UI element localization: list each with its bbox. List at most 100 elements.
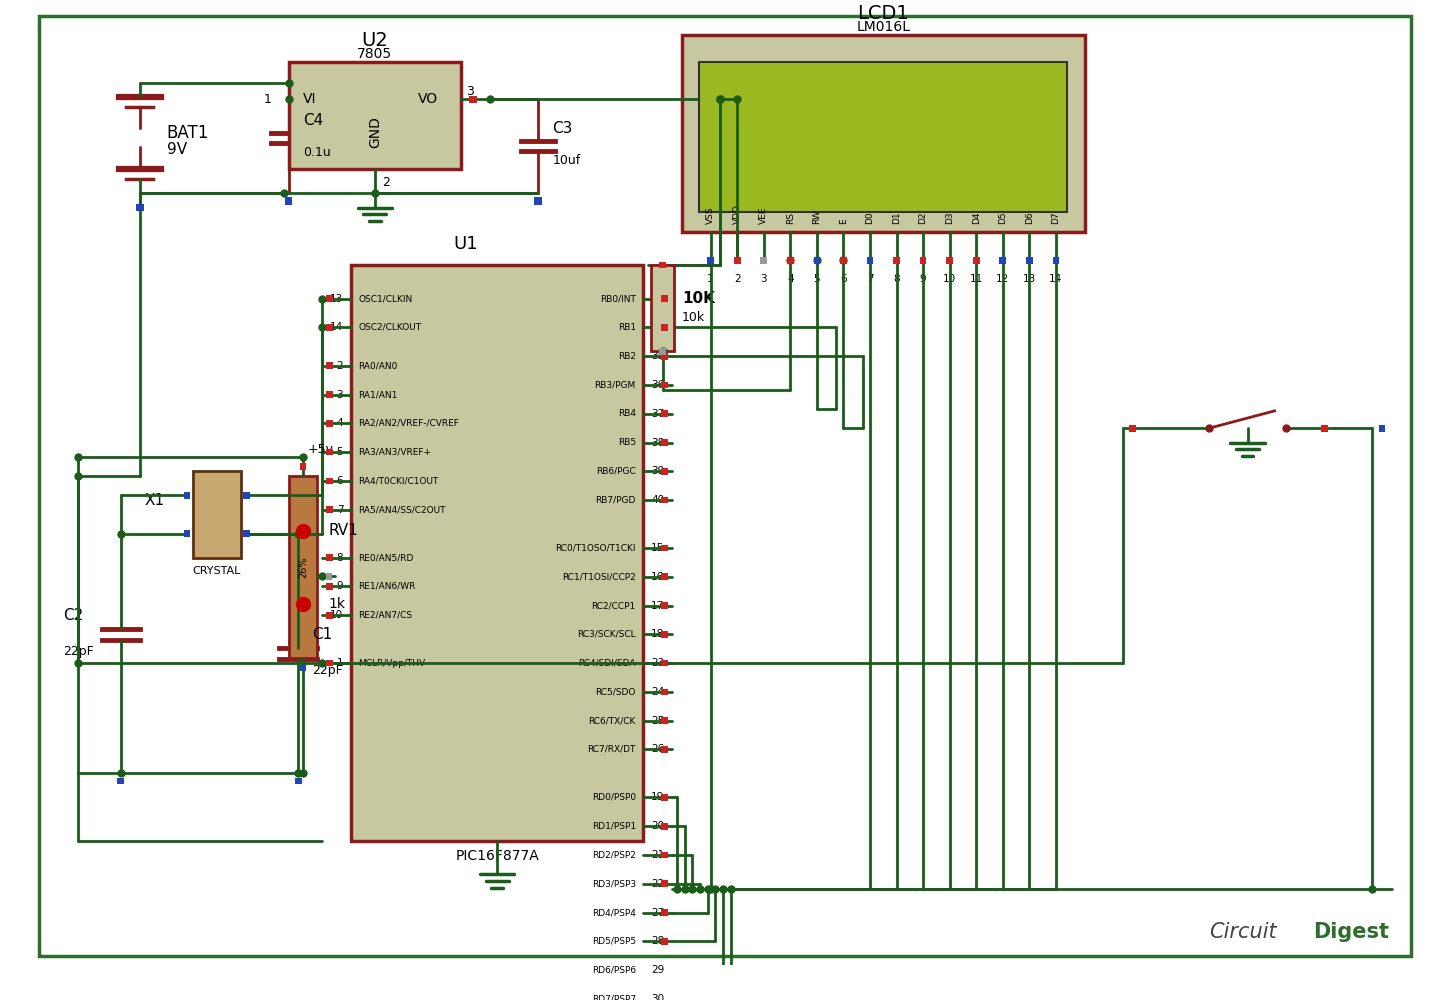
Text: RB3/PGM: RB3/PGM xyxy=(594,380,635,389)
Bar xyxy=(326,449,334,455)
Text: 2: 2 xyxy=(383,176,390,189)
Bar xyxy=(326,478,334,484)
Bar xyxy=(184,492,190,499)
Text: MCLR/Vpp/THV: MCLR/Vpp/THV xyxy=(358,659,426,668)
Text: Digest: Digest xyxy=(1312,922,1389,942)
Text: 3: 3 xyxy=(465,85,474,98)
Bar xyxy=(661,967,668,973)
Bar xyxy=(661,602,668,609)
Bar xyxy=(661,823,668,830)
Bar xyxy=(661,497,668,503)
Bar xyxy=(326,583,334,590)
Text: D4: D4 xyxy=(972,211,980,224)
Text: D3: D3 xyxy=(945,211,954,224)
Text: 3: 3 xyxy=(336,390,344,400)
Text: RB7/PGD: RB7/PGD xyxy=(596,496,635,505)
Text: 2: 2 xyxy=(734,274,741,284)
Text: RB6/PGC: RB6/PGC xyxy=(596,467,635,476)
Text: 10: 10 xyxy=(331,610,344,620)
Text: 28: 28 xyxy=(651,936,664,946)
Text: C2: C2 xyxy=(64,608,84,623)
Bar xyxy=(919,257,927,264)
Bar xyxy=(326,554,334,561)
Text: VO: VO xyxy=(418,92,438,106)
Bar xyxy=(661,631,668,638)
Text: 22: 22 xyxy=(651,879,664,889)
Text: +5V: +5V xyxy=(729,85,760,99)
Text: 34: 34 xyxy=(651,322,664,332)
Text: 9: 9 xyxy=(919,274,927,284)
Bar xyxy=(661,295,668,302)
Text: VDD: VDD xyxy=(732,204,741,224)
Text: RA5/AN4/SS/C2OUT: RA5/AN4/SS/C2OUT xyxy=(358,505,447,514)
Text: 37: 37 xyxy=(651,409,664,419)
Text: RC4/SDI/SDA: RC4/SDI/SDA xyxy=(579,659,635,668)
Text: 25: 25 xyxy=(651,716,664,726)
Text: 8: 8 xyxy=(893,274,900,284)
Bar xyxy=(661,660,668,666)
Bar xyxy=(699,62,1067,212)
Text: RA1/AN1: RA1/AN1 xyxy=(358,390,397,399)
Text: 39: 39 xyxy=(651,466,664,476)
Text: RB4: RB4 xyxy=(618,409,635,418)
Text: 12: 12 xyxy=(996,274,1009,284)
Bar xyxy=(136,204,144,211)
Text: E: E xyxy=(840,218,848,224)
Text: D5: D5 xyxy=(998,211,1008,224)
Text: C3: C3 xyxy=(552,121,573,136)
Text: 9V: 9V xyxy=(167,142,187,157)
Text: D7: D7 xyxy=(1051,211,1060,224)
Text: 3: 3 xyxy=(760,274,767,284)
Text: OSC1/CLKIN: OSC1/CLKIN xyxy=(358,294,413,303)
Text: 14: 14 xyxy=(331,322,344,332)
Bar xyxy=(661,689,668,695)
Text: RB0/INT: RB0/INT xyxy=(600,294,635,303)
Bar xyxy=(1379,425,1385,432)
Bar xyxy=(326,420,334,427)
Text: 19: 19 xyxy=(651,792,664,802)
Text: C1: C1 xyxy=(313,627,334,642)
Bar xyxy=(289,476,318,658)
Text: 1: 1 xyxy=(336,658,344,668)
Text: RC3/SCK/SCL: RC3/SCK/SCL xyxy=(577,630,635,639)
Bar xyxy=(284,197,293,205)
Bar xyxy=(661,794,668,801)
Text: 1: 1 xyxy=(264,93,271,106)
Text: RC0/T1OSO/T1CKI: RC0/T1OSO/T1CKI xyxy=(555,544,635,553)
Bar xyxy=(867,257,873,264)
Text: RB2: RB2 xyxy=(618,352,635,361)
Text: D2: D2 xyxy=(919,211,928,224)
Bar xyxy=(661,717,668,724)
Text: 16: 16 xyxy=(651,572,664,582)
Bar xyxy=(326,506,334,513)
Bar xyxy=(661,852,668,858)
Text: PIC16F877A: PIC16F877A xyxy=(455,849,539,863)
Bar xyxy=(661,439,668,446)
Text: RE1/AN6/WR: RE1/AN6/WR xyxy=(358,582,416,591)
Bar xyxy=(326,362,334,369)
Bar xyxy=(661,909,668,916)
Text: 17: 17 xyxy=(651,601,664,611)
Bar xyxy=(300,665,306,671)
Bar xyxy=(326,295,334,302)
Text: RB1: RB1 xyxy=(618,323,635,332)
Bar xyxy=(813,257,821,264)
Text: 20: 20 xyxy=(651,821,664,831)
Text: 35: 35 xyxy=(651,351,664,361)
Text: 33: 33 xyxy=(651,294,664,304)
Text: RC2/CCP1: RC2/CCP1 xyxy=(592,601,635,610)
Text: RD6/PSP6: RD6/PSP6 xyxy=(592,966,635,975)
Text: LCD1: LCD1 xyxy=(857,4,909,23)
Text: 6: 6 xyxy=(840,274,847,284)
Bar xyxy=(947,257,953,264)
Text: 40: 40 xyxy=(651,495,664,505)
Text: 27: 27 xyxy=(651,908,664,918)
Text: RB5: RB5 xyxy=(618,438,635,447)
Text: 2: 2 xyxy=(336,361,344,371)
Text: RW: RW xyxy=(812,209,821,224)
Text: RD3/PSP3: RD3/PSP3 xyxy=(592,879,635,888)
Text: 11: 11 xyxy=(970,274,983,284)
Text: RD4/PSP4: RD4/PSP4 xyxy=(592,908,635,917)
Text: 1k: 1k xyxy=(329,597,347,611)
Text: 22pF: 22pF xyxy=(64,645,94,658)
